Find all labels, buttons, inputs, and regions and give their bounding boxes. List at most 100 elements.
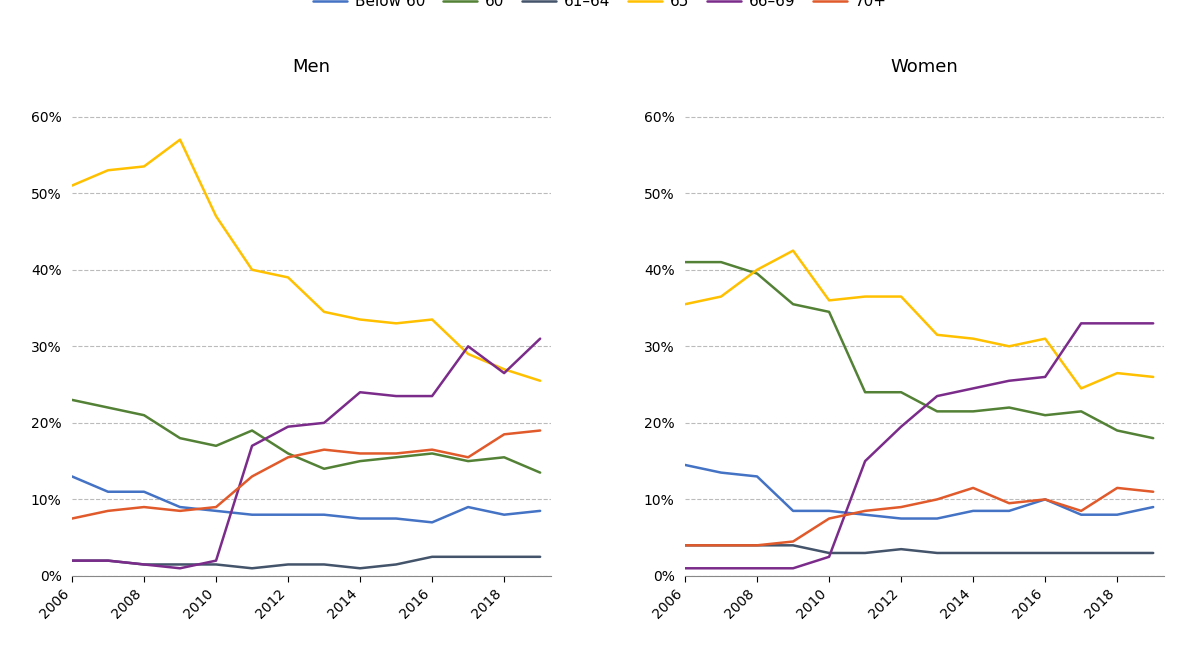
61–64 (497, 553, 511, 561)
66–69 (461, 342, 475, 350)
61–64 (1110, 549, 1124, 557)
61–64 (966, 549, 980, 557)
65 (353, 316, 367, 324)
61–64 (786, 542, 800, 549)
70+ (1074, 507, 1088, 515)
Line: 70+: 70+ (685, 488, 1153, 545)
Below 60 (1002, 507, 1016, 515)
Line: Below 60: Below 60 (685, 465, 1153, 518)
70+ (461, 453, 475, 461)
65 (173, 136, 187, 144)
60 (714, 258, 728, 266)
60 (281, 449, 295, 457)
66–69 (1002, 377, 1016, 385)
66–69 (497, 369, 511, 377)
65 (750, 266, 764, 274)
61–64 (353, 564, 367, 572)
66–69 (786, 564, 800, 572)
Line: 60: 60 (72, 400, 540, 473)
60 (245, 426, 259, 434)
61–64 (101, 557, 115, 565)
65 (1074, 385, 1088, 393)
70+ (65, 514, 79, 522)
60 (497, 453, 511, 461)
Title: Women: Women (890, 58, 959, 76)
66–69 (353, 388, 367, 396)
Line: 61–64: 61–64 (72, 557, 540, 568)
Below 60 (461, 503, 475, 511)
70+ (533, 426, 547, 434)
70+ (750, 542, 764, 549)
60 (101, 404, 115, 412)
Below 60 (822, 507, 836, 515)
66–69 (966, 385, 980, 393)
66–69 (930, 392, 944, 400)
70+ (245, 473, 259, 481)
61–64 (1146, 549, 1160, 557)
60 (209, 442, 223, 449)
Below 60 (786, 507, 800, 515)
65 (894, 293, 908, 301)
66–69 (678, 564, 692, 572)
Below 60 (389, 514, 403, 522)
66–69 (317, 419, 331, 427)
65 (786, 247, 800, 255)
60 (65, 396, 79, 404)
Below 60 (533, 507, 547, 515)
65 (714, 293, 728, 301)
60 (822, 308, 836, 316)
61–64 (65, 557, 79, 565)
60 (678, 258, 692, 266)
60 (786, 301, 800, 308)
61–64 (461, 553, 475, 561)
70+ (966, 484, 980, 492)
61–64 (173, 561, 187, 569)
66–69 (209, 557, 223, 565)
60 (1146, 434, 1160, 442)
66–69 (750, 564, 764, 572)
60 (930, 407, 944, 415)
Below 60 (353, 514, 367, 522)
65 (497, 365, 511, 373)
60 (858, 388, 872, 396)
65 (533, 377, 547, 385)
70+ (930, 495, 944, 503)
70+ (678, 542, 692, 549)
61–64 (858, 549, 872, 557)
Below 60 (209, 507, 223, 515)
Line: 65: 65 (72, 140, 540, 381)
66–69 (389, 392, 403, 400)
61–64 (822, 549, 836, 557)
60 (894, 388, 908, 396)
Line: 65: 65 (685, 251, 1153, 389)
Below 60 (966, 507, 980, 515)
Below 60 (750, 473, 764, 481)
66–69 (822, 553, 836, 561)
66–69 (858, 457, 872, 465)
70+ (389, 449, 403, 457)
70+ (137, 503, 151, 511)
61–64 (1038, 549, 1052, 557)
60 (1002, 404, 1016, 412)
65 (1146, 373, 1160, 381)
65 (930, 331, 944, 339)
70+ (353, 449, 367, 457)
61–64 (533, 553, 547, 561)
61–64 (317, 561, 331, 569)
60 (173, 434, 187, 442)
Below 60 (678, 461, 692, 469)
65 (281, 273, 295, 281)
60 (353, 457, 367, 465)
61–64 (425, 553, 439, 561)
Line: 61–64: 61–64 (685, 545, 1153, 553)
70+ (101, 507, 115, 515)
61–64 (245, 564, 259, 572)
Line: 66–69: 66–69 (72, 339, 540, 568)
Below 60 (858, 511, 872, 519)
Below 60 (1146, 503, 1160, 511)
60 (1110, 426, 1124, 434)
60 (533, 469, 547, 477)
Below 60 (137, 488, 151, 496)
Below 60 (497, 511, 511, 519)
70+ (1002, 499, 1016, 507)
